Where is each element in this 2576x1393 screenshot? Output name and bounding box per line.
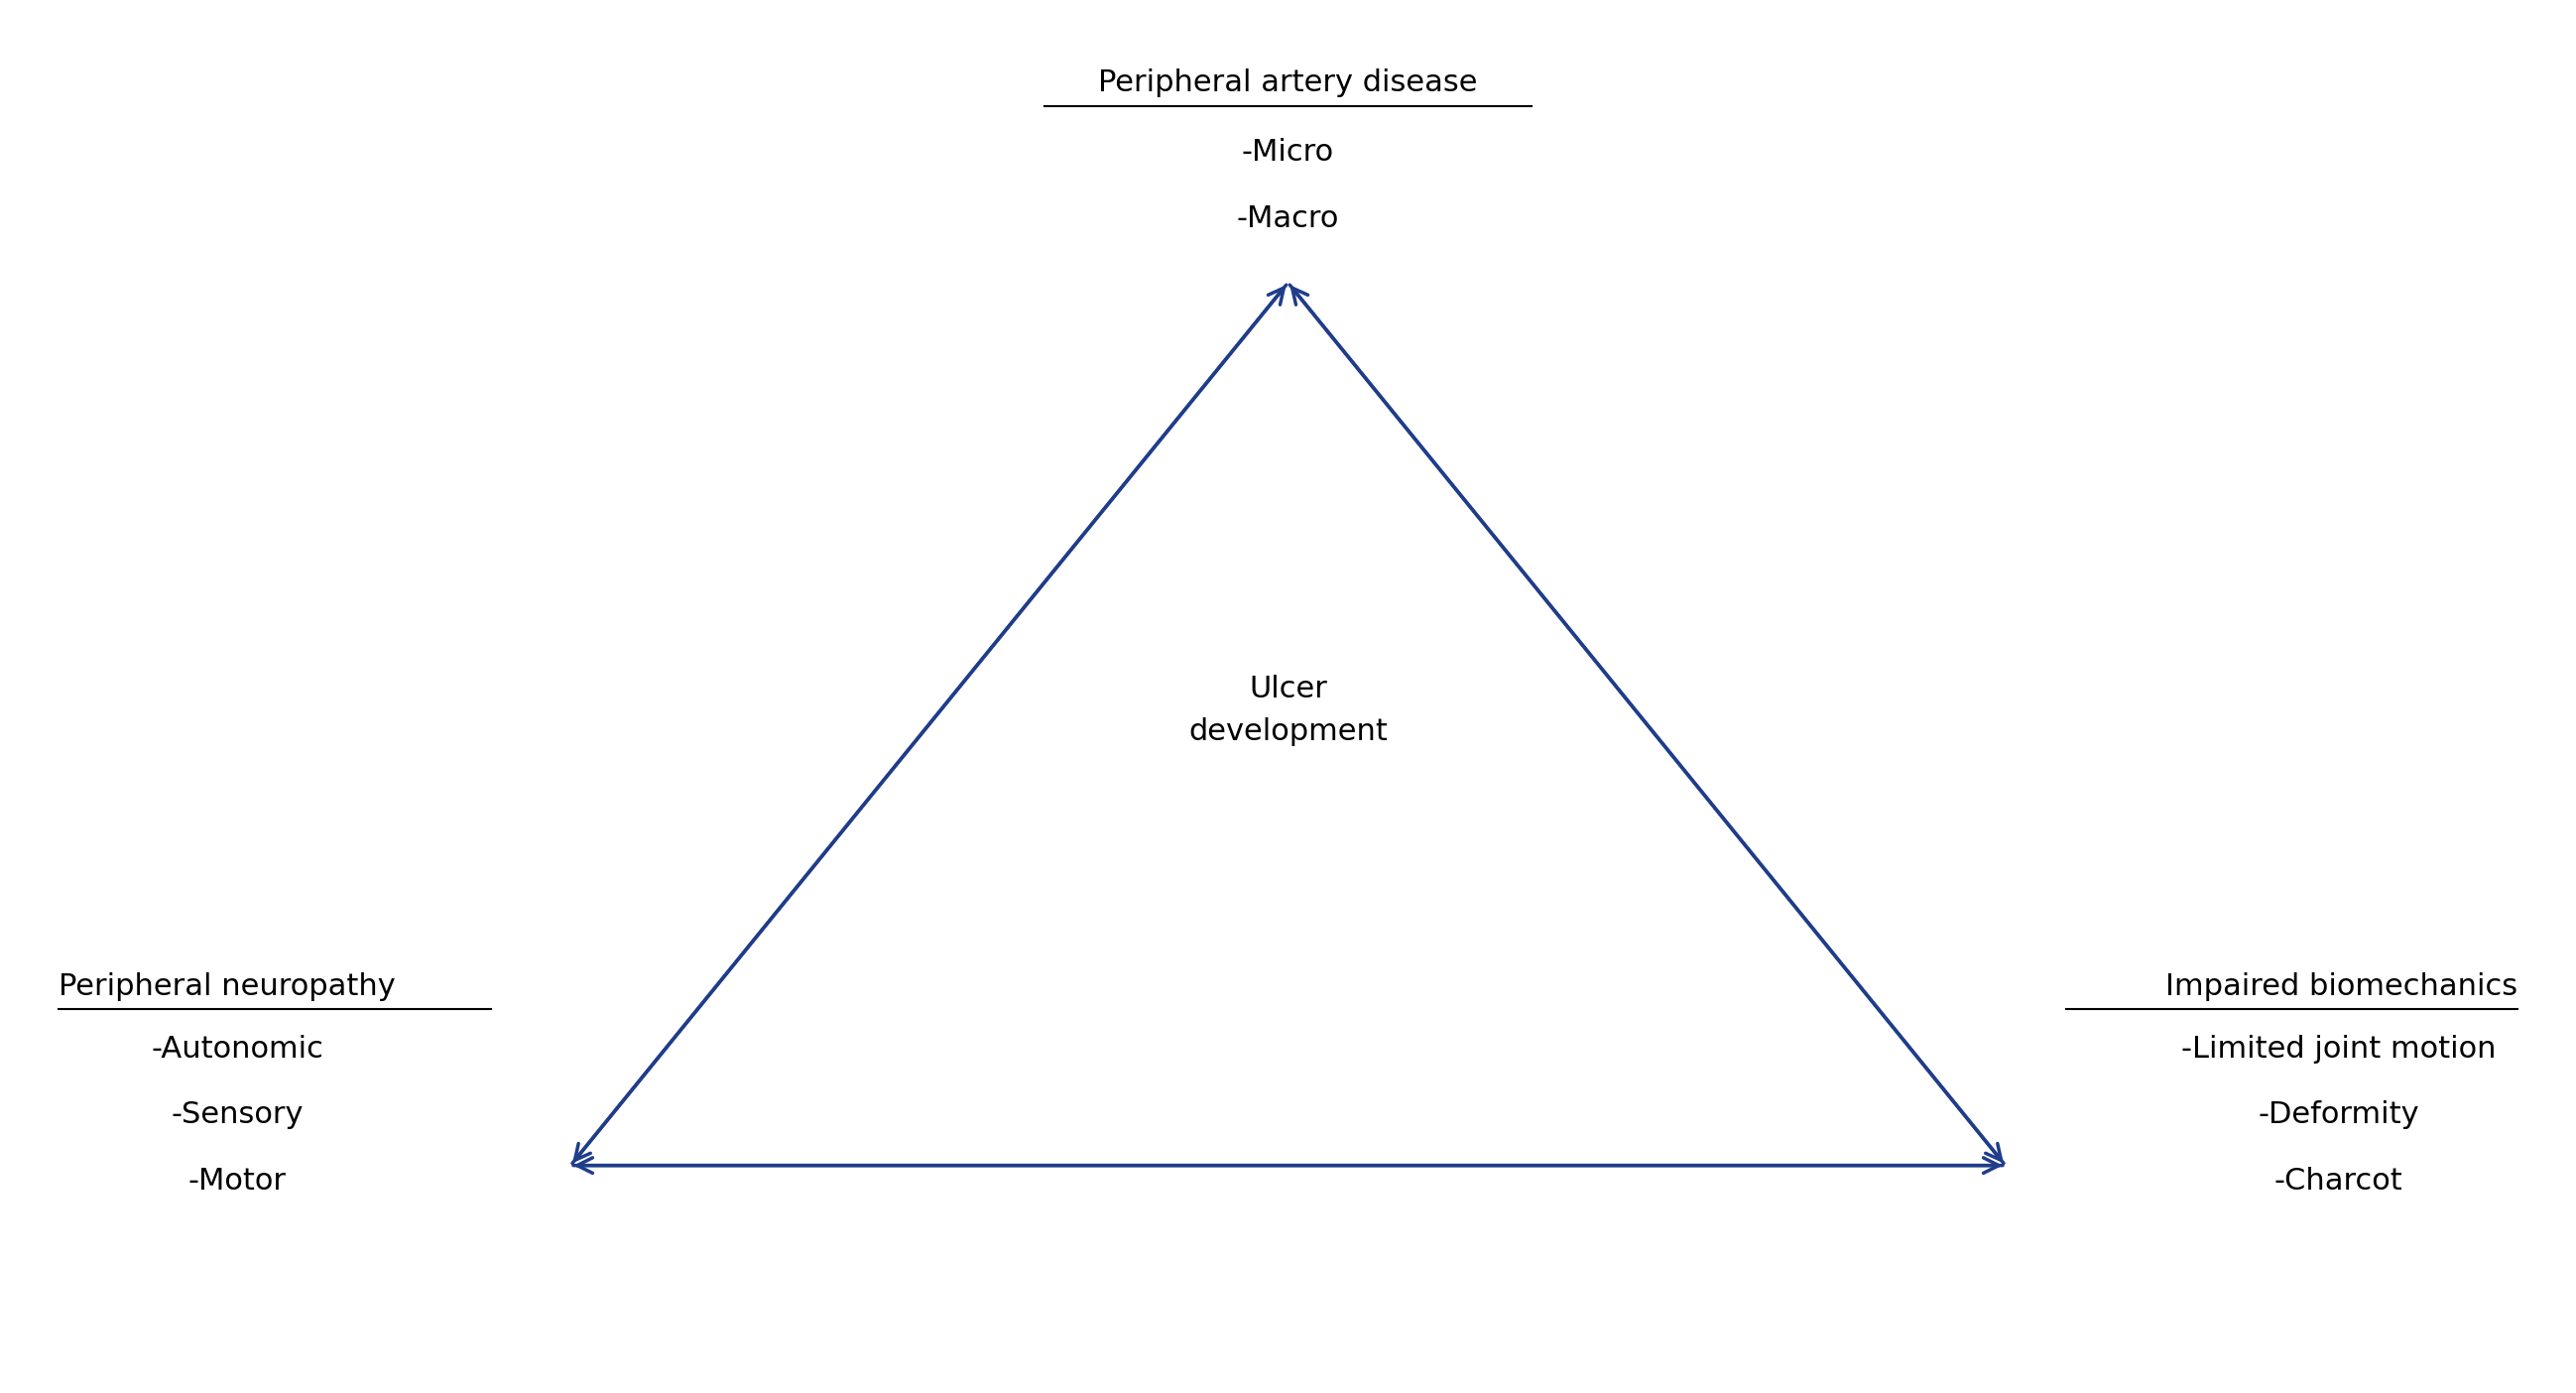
Text: Impaired biomechanics: Impaired biomechanics [2166, 972, 2517, 1002]
Text: Peripheral artery disease: Peripheral artery disease [1097, 70, 1479, 98]
Text: -Motor: -Motor [188, 1167, 286, 1195]
Text: -Deformity: -Deformity [2257, 1100, 2419, 1130]
Text: Ulcer
development: Ulcer development [1188, 674, 1388, 745]
Text: -Charcot: -Charcot [2275, 1167, 2403, 1195]
Text: -Sensory: -Sensory [170, 1100, 304, 1130]
Text: -Macro: -Macro [1236, 205, 1340, 233]
Text: -Autonomic: -Autonomic [152, 1035, 325, 1063]
Text: Peripheral neuropathy: Peripheral neuropathy [59, 972, 394, 1002]
Text: -Micro: -Micro [1242, 138, 1334, 167]
Text: -Limited joint motion: -Limited joint motion [2182, 1035, 2496, 1063]
